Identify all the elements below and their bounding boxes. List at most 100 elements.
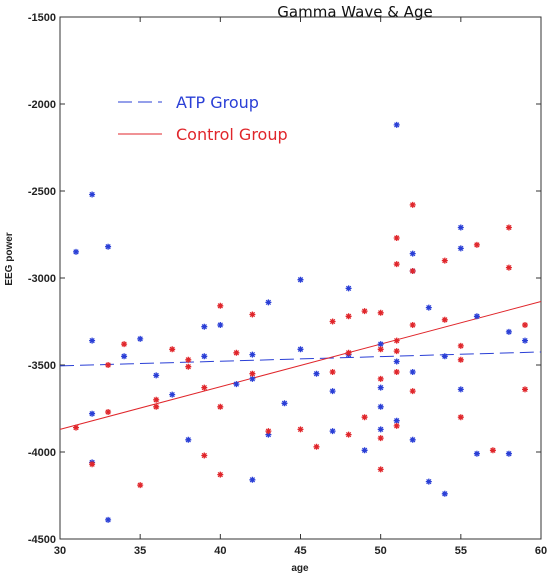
data-point-series-1: [489, 447, 496, 454]
x-tick-label: 40: [214, 545, 226, 557]
data-point-series-1: [217, 403, 224, 410]
data-point-series-1: [441, 257, 448, 264]
data-point-series-1: [393, 369, 400, 375]
y-tick-label: -2000: [28, 99, 56, 111]
data-point-series-0: [201, 323, 208, 330]
data-point-series-0: [313, 370, 320, 377]
data-point-series-0: [185, 436, 192, 443]
axes-layer: 30 35 40 45 50 55 60 -1500 -2000 -2500 -3000 -3500 -…: [28, 12, 547, 557]
data-point-series-0: [265, 299, 272, 306]
data-point-series-0: [473, 313, 480, 320]
data-point-series-0: [473, 450, 480, 457]
data-point-series-0: [393, 417, 400, 424]
data-point-series-0: [522, 337, 528, 344]
fit-lines-layer: [59, 301, 542, 430]
data-point-series-1: [393, 337, 400, 344]
data-point-series-0: [457, 245, 464, 252]
data-point-series-1: [185, 363, 192, 370]
points-layer: [73, 121, 528, 523]
x-tick-label: 50: [375, 545, 387, 557]
data-point-series-1: [377, 375, 384, 382]
data-point-series-0: [73, 248, 79, 255]
data-point-series-0: [137, 335, 144, 342]
data-point-series-1: [457, 342, 464, 349]
y-tick-label: -4500: [28, 534, 56, 546]
x-tick-label: 60: [535, 545, 547, 557]
data-point-series-0: [249, 351, 256, 358]
data-point-series-1: [121, 341, 128, 348]
data-point-series-1: [217, 471, 224, 478]
data-point-series-0: [377, 341, 384, 348]
x-tick-label: 55: [455, 545, 467, 557]
data-point-series-1: [377, 346, 384, 353]
data-point-series-1: [73, 424, 79, 431]
data-point-series-0: [169, 391, 176, 398]
data-point-series-0: [457, 224, 464, 231]
data-point-series-1: [409, 268, 416, 274]
data-point-series-0: [281, 400, 288, 407]
x-tick-label: 45: [294, 545, 306, 557]
data-point-series-0: [297, 346, 304, 353]
data-point-series-0: [233, 381, 240, 388]
data-point-series-1: [409, 322, 416, 328]
data-point-series-0: [89, 410, 96, 417]
data-point-series-0: [409, 250, 416, 257]
data-point-series-1: [217, 302, 224, 309]
data-point-series-1: [201, 384, 208, 391]
data-point-series-1: [409, 388, 416, 395]
data-point-series-1: [89, 461, 96, 468]
data-point-series-1: [345, 313, 352, 320]
x-tick-label: 35: [134, 545, 146, 557]
data-point-series-1: [313, 443, 320, 450]
data-point-series-1: [105, 362, 112, 368]
data-point-series-0: [505, 450, 512, 457]
y-tick-label: -1500: [28, 12, 56, 24]
data-point-series-0: [409, 369, 416, 375]
data-point-series-1: [185, 356, 192, 363]
data-point-series-1: [345, 431, 352, 438]
data-point-series-0: [249, 476, 256, 483]
y-tick-label: -4000: [28, 447, 56, 459]
data-point-series-1: [249, 370, 256, 377]
data-point-series-0: [89, 191, 96, 198]
data-point-series-1: [393, 261, 400, 268]
data-point-series-0: [201, 353, 208, 360]
fit-line-series-0: [59, 351, 542, 367]
data-point-series-0: [425, 304, 432, 311]
data-point-series-1: [153, 403, 160, 410]
data-point-series-1: [345, 349, 352, 356]
data-point-series-1: [329, 369, 336, 375]
data-point-series-0: [217, 322, 224, 328]
data-point-series-0: [377, 384, 384, 391]
data-point-series-1: [393, 348, 400, 355]
data-point-series-1: [105, 409, 112, 415]
data-point-series-1: [249, 311, 256, 318]
y-tick-label: -3000: [28, 273, 56, 285]
data-point-series-0: [457, 386, 464, 393]
x-tick-label: 30: [54, 545, 66, 557]
data-point-series-1: [169, 346, 176, 353]
data-point-series-0: [265, 431, 272, 438]
data-point-series-1: [409, 201, 416, 208]
data-point-series-1: [361, 308, 368, 315]
data-point-series-1: [153, 396, 160, 403]
x-axis-title: age: [291, 563, 309, 574]
data-point-series-0: [377, 403, 384, 410]
data-point-series-0: [105, 243, 112, 250]
legend: ATP Group Control Group: [118, 93, 288, 144]
data-point-series-0: [89, 337, 96, 344]
data-point-series-1: [377, 309, 384, 316]
data-point-series-0: [249, 375, 256, 382]
data-point-series-0: [105, 516, 112, 523]
data-point-series-1: [201, 452, 208, 459]
data-point-series-0: [153, 372, 160, 379]
fit-line-series-1: [59, 301, 542, 430]
data-point-series-1: [522, 322, 528, 328]
data-point-series-0: [297, 276, 304, 283]
data-point-series-0: [393, 358, 400, 365]
data-point-series-0: [409, 436, 416, 443]
data-point-series-1: [505, 264, 512, 271]
data-point-series-0: [505, 328, 512, 335]
